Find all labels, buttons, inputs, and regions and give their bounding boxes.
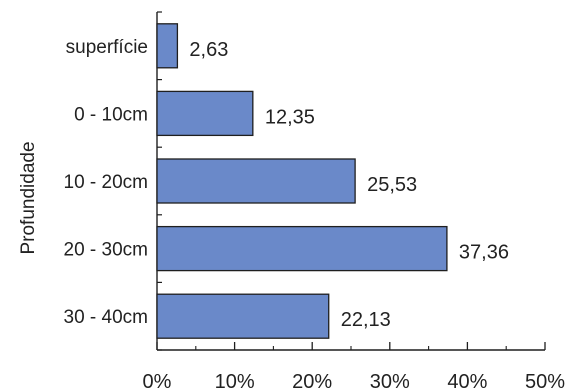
data-label: 25,53 [367,174,417,196]
labels: 0% 10% 20% 30% 40% 50% superfície 2,63 0 - 10cm 1… [64,37,566,392]
bar [156,90,254,137]
data-label: 12,35 [265,106,315,128]
bar [156,293,330,339]
x-tick-label: 50% [525,371,565,392]
bar [156,225,448,272]
category-label: 0 - 10cm [74,104,148,125]
data-label: 2,63 [189,39,228,61]
bar [156,158,356,204]
y-axis-label: Profundidade [18,141,39,254]
data-label: 37,36 [459,242,509,264]
x-tick-label: 40% [447,371,487,392]
data-label: 22,13 [341,309,391,331]
category-label: 30 - 40cm [64,307,148,328]
bar [156,23,179,69]
category-label: 20 - 30cm [64,240,148,261]
x-tick-label: 10% [215,371,255,392]
category-label: 10 - 20cm [64,172,148,193]
category-label: superfície [66,37,148,58]
x-tick-label: 0% [143,371,172,392]
x-tick-label: 20% [292,371,332,392]
x-tick-label: 30% [370,371,410,392]
bars [156,23,448,339]
